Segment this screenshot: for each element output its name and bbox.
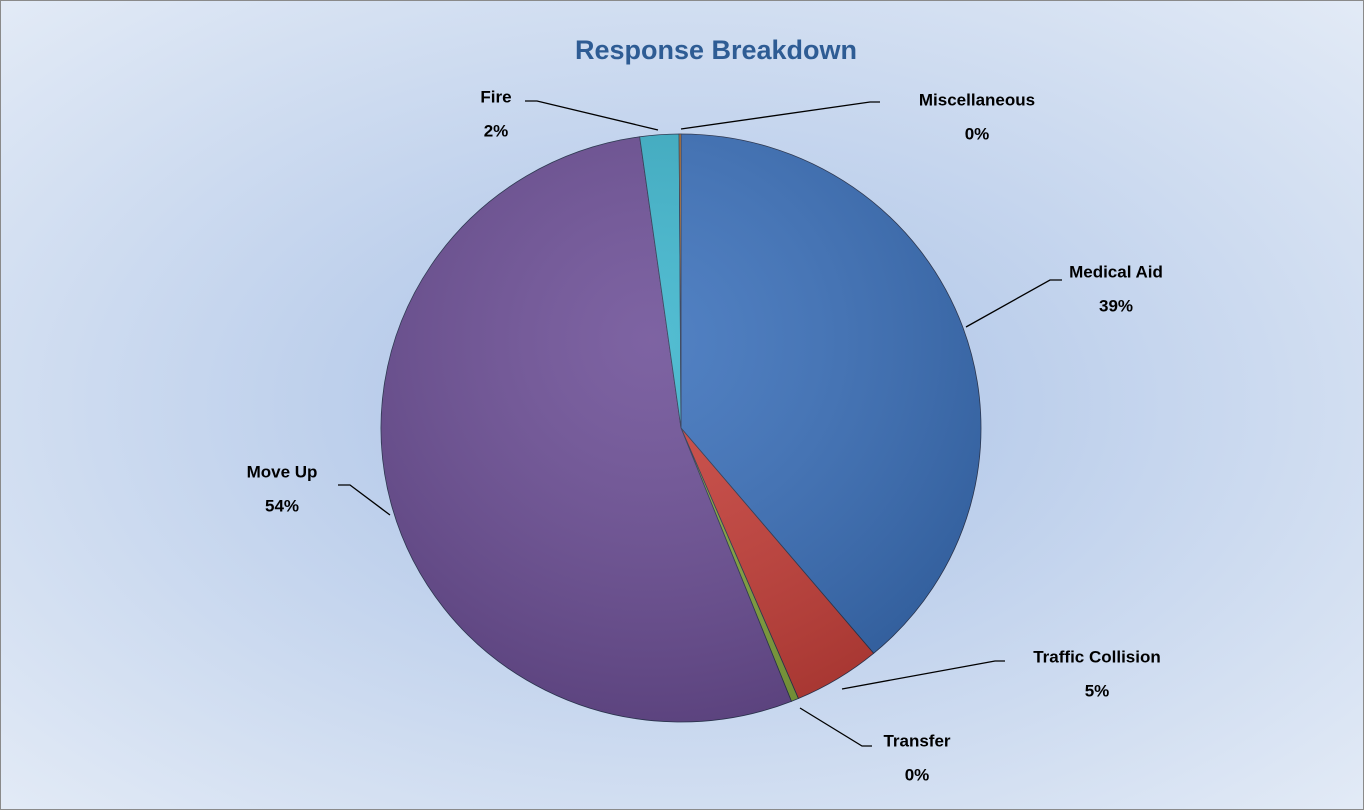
- leader-line: [965, 279, 1062, 328]
- slice-label: Transfer: [883, 731, 950, 750]
- leader-line: [799, 707, 872, 747]
- chart-title: Response Breakdown: [575, 35, 857, 65]
- slice-value-label: 0%: [905, 765, 930, 784]
- slice-value-label: 0%: [965, 124, 990, 143]
- slice-value-label: 2%: [484, 121, 509, 140]
- slice-label: Fire: [480, 87, 511, 106]
- slice-label: Traffic Collision: [1033, 647, 1161, 666]
- leader-line: [680, 101, 880, 130]
- leader-line: [525, 100, 659, 131]
- slice-value-label: 39%: [1099, 296, 1133, 315]
- slice-label: Miscellaneous: [919, 90, 1035, 109]
- slice-value-label: 5%: [1085, 681, 1110, 700]
- slice-label: Move Up: [247, 462, 318, 481]
- leader-line: [338, 484, 391, 516]
- slice-value-label: 54%: [265, 496, 299, 515]
- slice-label: Medical Aid: [1069, 262, 1163, 281]
- leader-line: [841, 660, 1005, 690]
